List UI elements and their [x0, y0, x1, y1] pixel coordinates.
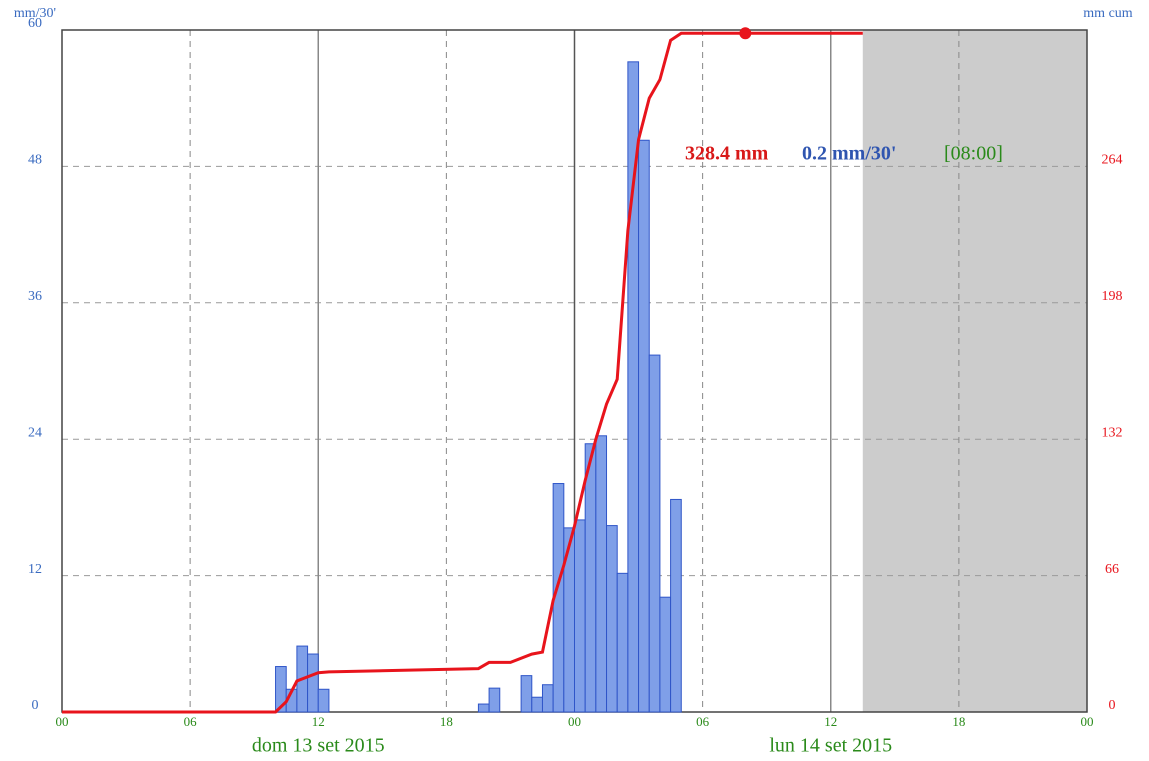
bar	[648, 354, 661, 713]
bar	[616, 572, 629, 713]
annotation-time: [08:00]	[944, 143, 1003, 165]
current-point	[739, 27, 752, 40]
x-tick-label: 06	[696, 714, 710, 729]
date-label: dom 13 set 2015	[252, 735, 385, 757]
bar	[317, 688, 330, 713]
x-tick-label: 06	[184, 714, 198, 729]
bar	[670, 498, 682, 713]
y2-tick-label: 66	[1105, 562, 1119, 577]
bar	[595, 435, 608, 713]
y-tick-label: 48	[28, 153, 42, 168]
x-tick-label: 00	[568, 714, 581, 729]
y-tick-label: 60	[28, 16, 42, 31]
y2-tick-label: 132	[1102, 425, 1123, 440]
y-axis-label: mm/30'	[14, 6, 56, 21]
annotation-rate: 0.2 mm/30'	[802, 143, 896, 165]
y-tick-label: 36	[28, 289, 42, 304]
bar	[488, 687, 501, 713]
x-tick-label: 18	[440, 714, 453, 729]
x-tick-label: 12	[312, 714, 325, 729]
x-tick-label: 12	[824, 714, 837, 729]
bar	[584, 443, 597, 713]
x-tick-label: 18	[952, 714, 965, 729]
y2-tick-label: 264	[1102, 153, 1123, 168]
bar	[477, 703, 490, 713]
date-label: lun 14 set 2015	[769, 735, 892, 757]
y-tick-label: 24	[28, 425, 42, 440]
y2-axis-label: mm cum	[1083, 6, 1132, 21]
cumulative-line	[62, 31, 863, 714]
y2-tick-label: 198	[1102, 289, 1123, 304]
bar	[541, 684, 554, 713]
bar	[531, 696, 543, 713]
bar	[307, 653, 319, 713]
bar	[606, 525, 618, 713]
x-tick-label: 00	[56, 714, 69, 729]
bar	[659, 596, 672, 713]
y-tick-label: 12	[28, 562, 42, 577]
bar	[574, 519, 586, 713]
forecast-region	[862, 30, 1087, 712]
y2-tick-label: 0	[1109, 698, 1116, 713]
y-tick-label: 0	[32, 698, 39, 713]
bar	[638, 139, 650, 713]
annotation-total: 328.4 mm	[685, 143, 769, 165]
x-tick-label: 00	[1081, 714, 1094, 729]
bar	[520, 675, 533, 713]
